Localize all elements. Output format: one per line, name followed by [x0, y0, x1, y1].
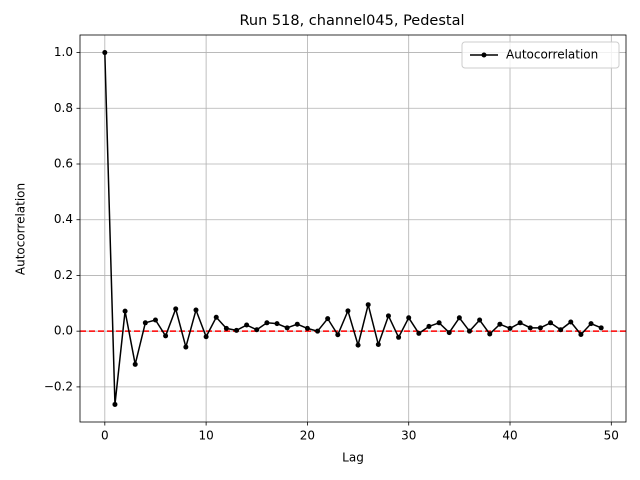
point [173, 306, 179, 312]
point [497, 321, 503, 327]
point [517, 320, 523, 326]
point [213, 314, 219, 320]
point [436, 320, 442, 326]
point [193, 307, 199, 313]
x-tick-label: 50 [604, 429, 619, 443]
point [264, 320, 270, 326]
y-tick-label: −0.2 [44, 379, 73, 393]
point [234, 327, 240, 333]
x-tick-label: 20 [300, 429, 315, 443]
legend-label: Autocorrelation [506, 48, 598, 62]
x-tick-label: 0 [101, 429, 109, 443]
point [274, 321, 280, 327]
point [578, 332, 584, 338]
point [568, 319, 574, 325]
point [163, 333, 169, 339]
point [588, 321, 594, 327]
point [102, 50, 108, 56]
plot-frame [79, 34, 627, 423]
point [183, 344, 189, 350]
y-tick-label: 0.8 [54, 101, 73, 115]
point [558, 327, 564, 333]
point [244, 322, 250, 328]
point [335, 332, 341, 338]
point [355, 342, 361, 348]
chart-title: Run 518, channel045, Pedestal [239, 13, 464, 29]
legend-box [461, 41, 620, 69]
point [416, 330, 422, 336]
point [345, 308, 351, 314]
point [284, 325, 290, 331]
point [446, 330, 452, 336]
x-tick-label: 10 [198, 429, 213, 443]
point [365, 302, 371, 308]
point [466, 328, 472, 334]
point [527, 325, 533, 331]
y-tick-label: 0.4 [54, 212, 73, 226]
point [304, 325, 310, 331]
point [477, 317, 483, 323]
point [375, 342, 381, 348]
point [223, 325, 229, 331]
point [406, 315, 412, 321]
x-tick-label: 30 [401, 429, 416, 443]
point [598, 325, 604, 331]
point [456, 315, 462, 321]
point [152, 317, 158, 323]
point [142, 320, 148, 326]
y-axis-label: Autocorrelation [14, 183, 28, 275]
x-tick-label: 40 [502, 429, 517, 443]
point [254, 327, 260, 333]
point [385, 313, 391, 319]
point [426, 323, 432, 329]
series-line [104, 52, 602, 405]
point [294, 321, 300, 327]
point [203, 334, 209, 340]
y-tick-label: 0.0 [54, 324, 73, 338]
point [325, 316, 331, 322]
point [122, 308, 128, 314]
x-axis-label: Lag [342, 451, 364, 465]
point [112, 401, 118, 407]
point [507, 325, 513, 331]
point [487, 331, 493, 337]
legend-marker [481, 52, 487, 58]
point [315, 328, 321, 334]
point [548, 320, 554, 326]
y-tick-label: 0.6 [54, 157, 73, 171]
y-tick-label: 1.0 [54, 45, 73, 59]
y-tick-label: 0.2 [54, 268, 73, 282]
point [132, 361, 138, 367]
point [537, 325, 543, 331]
point [396, 334, 402, 340]
